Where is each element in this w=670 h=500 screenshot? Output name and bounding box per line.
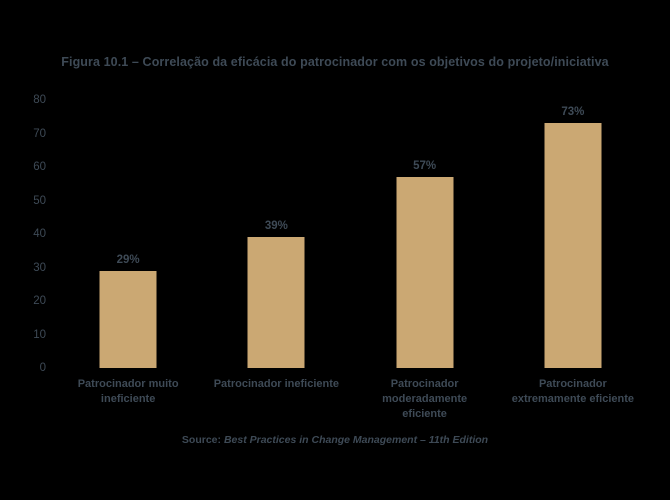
category-slot: Patrocinador muito ineficiente <box>54 377 202 422</box>
category-label: Patrocinador extremamente eficiente <box>511 378 635 405</box>
x-axis-labels: Patrocinador muito ineficiente Patrocinad… <box>54 377 647 422</box>
source-citation: Best Practices in Change Management – 11… <box>223 434 489 446</box>
y-tick-label: 50 <box>33 194 46 207</box>
bar-value-label: 57% <box>413 160 437 173</box>
y-tick-label: 70 <box>33 127 46 140</box>
plot-area: 29% 39% 57% 73% <box>54 100 647 368</box>
category-label: Patrocinador moderadamente eficiente <box>382 378 468 420</box>
bar-slot: 29% <box>54 100 202 368</box>
bar-slot: 73% <box>499 100 647 368</box>
category-label: Patrocinador ineficiente <box>213 378 340 390</box>
category-label: Patrocinador muito ineficiente <box>77 378 179 405</box>
bar-slot: 39% <box>202 100 350 368</box>
bar <box>247 237 305 368</box>
y-tick-label: 40 <box>33 228 46 240</box>
y-tick-label: 30 <box>33 261 46 274</box>
bar <box>396 177 454 368</box>
bar-value-label: 39% <box>264 220 288 233</box>
y-tick-label: 0 <box>39 362 46 374</box>
source-note: Source: Best Practices in Change Managem… <box>0 434 670 446</box>
category-slot: Patrocinador moderadamente eficiente <box>351 377 499 422</box>
y-tick-label: 80 <box>33 94 46 106</box>
source-prefix: Source: <box>181 434 222 446</box>
category-slot: Patrocinador ineficiente <box>202 377 350 422</box>
y-tick-label: 10 <box>33 328 46 341</box>
y-tick-label: 20 <box>33 295 46 307</box>
chart-title: Figura 10.1 – Correlação da eficácia do … <box>61 55 609 69</box>
bar <box>544 123 602 368</box>
bar <box>99 270 157 368</box>
bar-slot: 57% <box>351 100 499 368</box>
bar-value-label: 73% <box>561 106 585 119</box>
bar-value-label: 29% <box>116 253 140 266</box>
category-slot: Patrocinador extremamente eficiente <box>499 377 647 422</box>
y-tick-label: 60 <box>33 161 46 173</box>
